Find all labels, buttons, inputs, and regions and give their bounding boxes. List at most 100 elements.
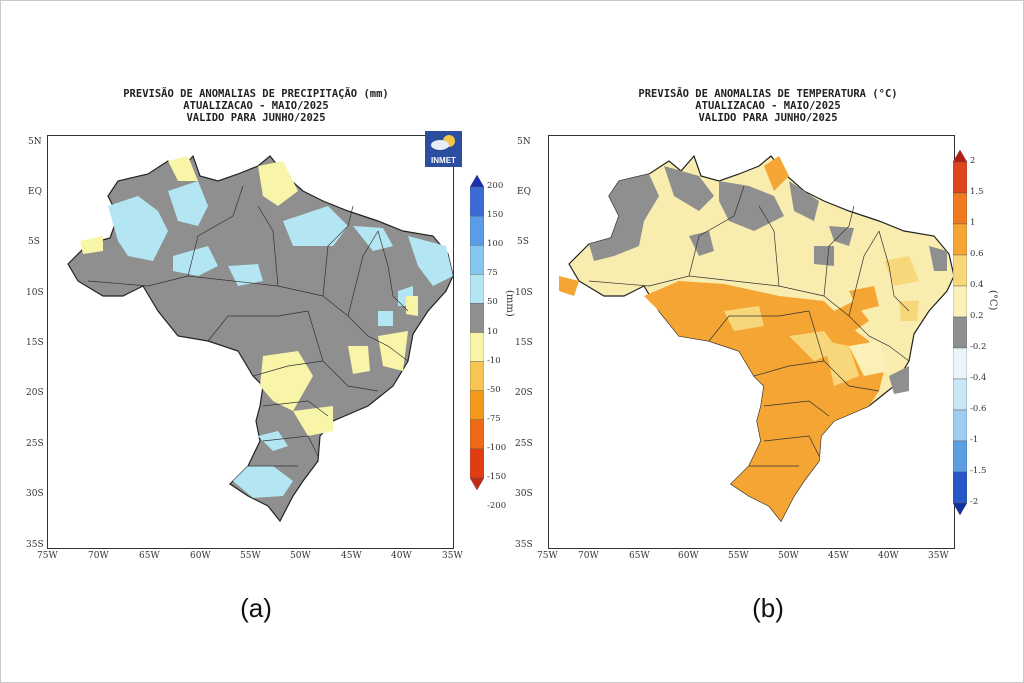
colorbar-segment — [953, 223, 967, 256]
colorbar-label: 150 — [487, 210, 504, 221]
x-tick: 40W — [878, 551, 899, 561]
x-tick: 40W — [391, 551, 412, 561]
y-tick: 25S — [26, 439, 44, 449]
colorbar-segment — [470, 332, 484, 362]
precipitation-colorbar — [470, 175, 484, 490]
colorbar-label: -100 — [487, 442, 507, 453]
colorbar-segment — [953, 471, 967, 504]
colorbar-label: 100 — [487, 239, 504, 250]
temperature-panel: PREVISÃO DE ANOMALIAS DE TEMPERATURA (°C… — [512, 0, 1024, 683]
colorbar-label: 0.6 — [970, 249, 984, 259]
colorbar-segment — [953, 409, 967, 442]
panel-title-line3: VALIDO PARA JUNHO/2025 — [186, 112, 326, 124]
colorbar-label: -10 — [487, 355, 501, 366]
colorbar-label: -1.5 — [970, 466, 987, 476]
x-tick: 60W — [678, 551, 699, 561]
colorbar-unit: (°C) — [987, 290, 998, 311]
colorbar-segment — [953, 254, 967, 287]
colorbar-segment — [953, 347, 967, 380]
colorbar-label: -150 — [487, 472, 507, 482]
panel-title-line3: VALIDO PARA JUNHO/2025 — [698, 112, 838, 124]
y-tick: 30S — [515, 489, 533, 499]
x-tick: 75W — [37, 551, 58, 561]
x-tick: 70W — [88, 551, 109, 561]
colorbar-segment — [953, 161, 967, 194]
subcaption-a: (a) — [240, 593, 272, 623]
inmet-logo: INMET — [425, 131, 462, 167]
colorbar-segment — [470, 274, 484, 304]
x-tick: 65W — [139, 551, 160, 561]
y-tick: 30S — [26, 489, 44, 499]
colorbar-label: 50 — [487, 297, 498, 308]
colorbar-label: -0.2 — [970, 342, 987, 352]
colorbar-label: 75 — [487, 268, 498, 279]
colorbar-label: -200 — [487, 501, 507, 512]
y-tick: 15S — [26, 338, 44, 348]
x-tick: 50W — [778, 551, 799, 561]
colorbar-segment — [953, 502, 967, 515]
colorbar-segment — [470, 303, 484, 333]
colorbar-segment — [470, 419, 484, 450]
colorbar-segment — [953, 285, 967, 318]
colorbar-segment — [953, 440, 967, 473]
y-tick: 35S — [26, 540, 44, 550]
colorbar-segment — [470, 390, 484, 420]
brazil-outline — [67, 154, 453, 523]
colorbar-label: 2 — [970, 156, 976, 166]
colorbar-label: -0.4 — [970, 373, 987, 383]
x-tick: 35W — [442, 551, 463, 561]
colorbar-label: 200 — [487, 181, 504, 191]
y-tick: 20S — [26, 388, 44, 398]
colorbar-segment — [470, 215, 484, 246]
colorbar-segment — [953, 150, 967, 163]
colorbar-label: 1.5 — [970, 187, 984, 197]
y-tick: 5N — [517, 137, 531, 147]
panel-title-line2: ATUALIZACAO - MAIO/2025 — [695, 100, 841, 112]
panel-title-line2: ATUALIZACAO - MAIO/2025 — [183, 100, 329, 112]
colorbar-segment — [953, 192, 967, 225]
logo-text: INMET — [431, 156, 456, 165]
colorbar-label: 0.4 — [970, 280, 984, 290]
y-tick: 5S — [517, 237, 529, 247]
colorbar-segment — [470, 361, 484, 391]
x-tick: 50W — [290, 551, 311, 561]
y-tick: 15S — [515, 338, 533, 348]
colorbar-segment — [470, 448, 484, 479]
x-tick: 70W — [578, 551, 599, 561]
x-tick: 60W — [190, 551, 211, 561]
y-tick: EQ — [517, 187, 531, 197]
panel-title-line1: PREVISÃO DE ANOMALIAS DE TEMPERATURA (°C… — [638, 88, 898, 100]
colorbar-segment — [953, 316, 967, 349]
colorbar-label: -50 — [487, 384, 501, 395]
y-tick: 10S — [515, 288, 533, 298]
colorbar-label: 0.2 — [970, 311, 984, 321]
temperature-colorbar — [953, 150, 967, 515]
colorbar-segment — [470, 186, 484, 217]
colorbar-label: 1 — [970, 218, 976, 228]
x-tick: 35W — [928, 551, 949, 561]
x-tick: 55W — [728, 551, 749, 561]
y-tick: EQ — [28, 187, 42, 197]
x-tick: 45W — [828, 551, 849, 561]
x-tick: 45W — [341, 551, 362, 561]
colorbar-label: -2 — [970, 497, 979, 507]
colorbar-label: 10 — [487, 326, 498, 337]
panel-title-line1: PREVISÃO DE ANOMALIAS DE PRECIPITAÇÃO (m… — [123, 88, 389, 100]
precipitation-panel: PREVISÃO DE ANOMALIAS DE PRECIPITAÇÃO (m… — [26, 88, 515, 623]
y-tick: 5S — [28, 237, 40, 247]
y-tick: 5N — [28, 137, 42, 147]
temperature-map — [548, 135, 955, 549]
x-tick: 55W — [240, 551, 261, 561]
y-tick: 10S — [26, 288, 44, 298]
precipitation-map — [47, 135, 454, 549]
colorbar-segment — [953, 378, 967, 411]
colorbar-segment — [470, 244, 484, 275]
y-tick: 20S — [515, 388, 533, 398]
y-tick: 35S — [515, 540, 533, 550]
colorbar-label: -1 — [970, 435, 979, 445]
colorbar-label: -0.6 — [970, 404, 987, 414]
y-tick: 25S — [515, 439, 533, 449]
colorbar-label: -75 — [487, 413, 501, 424]
x-tick: 75W — [537, 551, 558, 561]
x-tick: 65W — [629, 551, 650, 561]
